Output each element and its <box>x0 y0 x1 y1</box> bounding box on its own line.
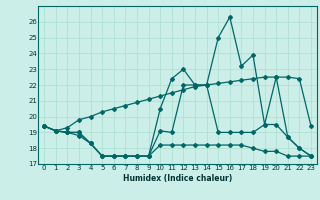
X-axis label: Humidex (Indice chaleur): Humidex (Indice chaleur) <box>123 174 232 183</box>
